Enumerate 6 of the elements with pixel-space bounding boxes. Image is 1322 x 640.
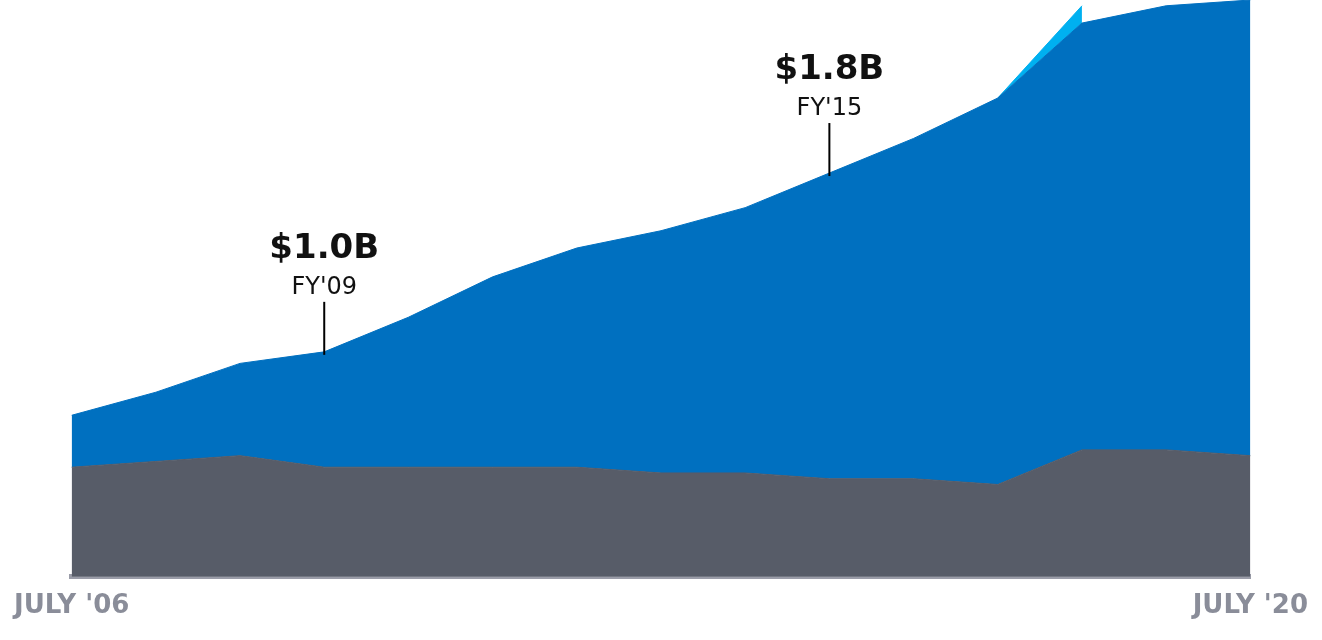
- annotation: FY'15: [796, 93, 863, 122]
- x-tick-label: JULY '06: [12, 589, 130, 620]
- annotation: $1.8B: [774, 47, 885, 88]
- x-tick-label: JULY '20: [1190, 589, 1308, 620]
- annotation: FY'09: [291, 271, 358, 300]
- annotation: $1.0B: [269, 225, 380, 266]
